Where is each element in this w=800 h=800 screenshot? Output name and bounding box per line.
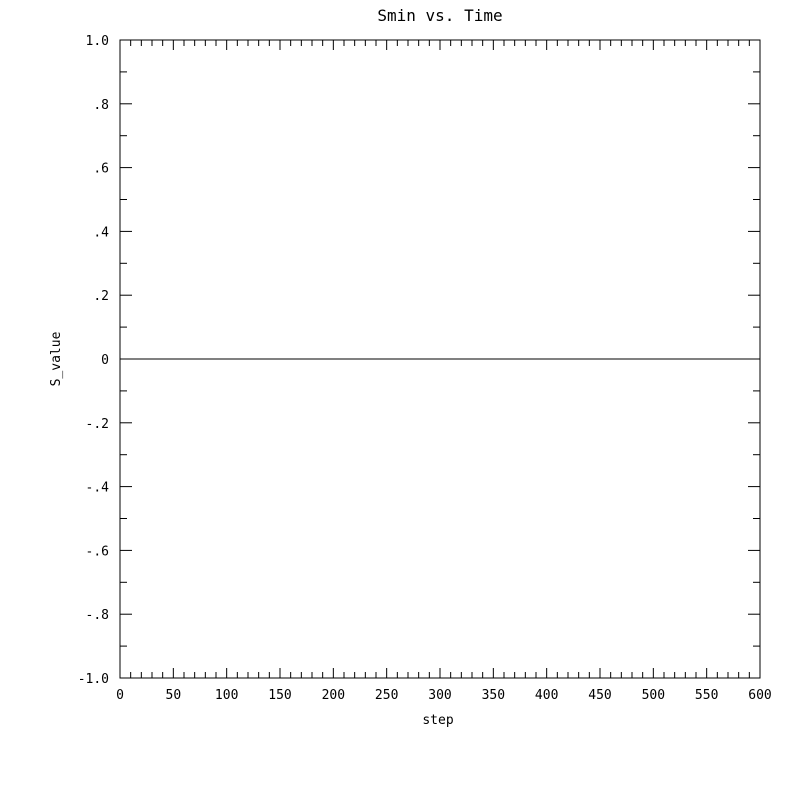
y-tick-label: -1.0 — [78, 672, 109, 687]
x-tick-label: 600 — [748, 688, 771, 703]
x-tick-label: 300 — [428, 688, 451, 703]
y-axis-label: S_value — [49, 331, 64, 386]
y-tick-label: .4 — [93, 225, 109, 240]
x-tick-labels: 0 50 100 150 200 250 300 350 400 450 500 550 600 — [116, 688, 772, 703]
x-tick-label: 450 — [588, 688, 611, 703]
y-tick-label: -.2 — [86, 417, 109, 432]
x-tick-label: 500 — [642, 688, 665, 703]
x-tick-label: 150 — [268, 688, 291, 703]
x-tick-label: 400 — [535, 688, 558, 703]
x-tick-label: 350 — [482, 688, 505, 703]
chart-title: Smin vs. Time — [377, 6, 502, 25]
y-tick-label: -.8 — [86, 608, 109, 623]
y-tick-labels: -1.0 -.8 -.6 -.4 -.2 0 .2 .4 .6 .8 1.0 — [78, 34, 109, 687]
x-tick-label: 550 — [695, 688, 718, 703]
x-axis-label: step — [422, 713, 453, 728]
y-tick-label: 0 — [101, 353, 109, 368]
y-tick-label: .2 — [93, 289, 109, 304]
y-tick-label: -.4 — [86, 481, 110, 496]
x-tick-label: 100 — [215, 688, 238, 703]
x-tick-label: 0 — [116, 688, 124, 703]
y-tick-label: .8 — [93, 98, 109, 113]
y-tick-label: 1.0 — [86, 34, 109, 49]
x-tick-label: 200 — [322, 688, 345, 703]
x-tick-label: 50 — [166, 688, 182, 703]
x-tick-label: 250 — [375, 688, 398, 703]
y-tick-label: .6 — [93, 162, 109, 177]
y-tick-label: -.6 — [86, 544, 109, 559]
